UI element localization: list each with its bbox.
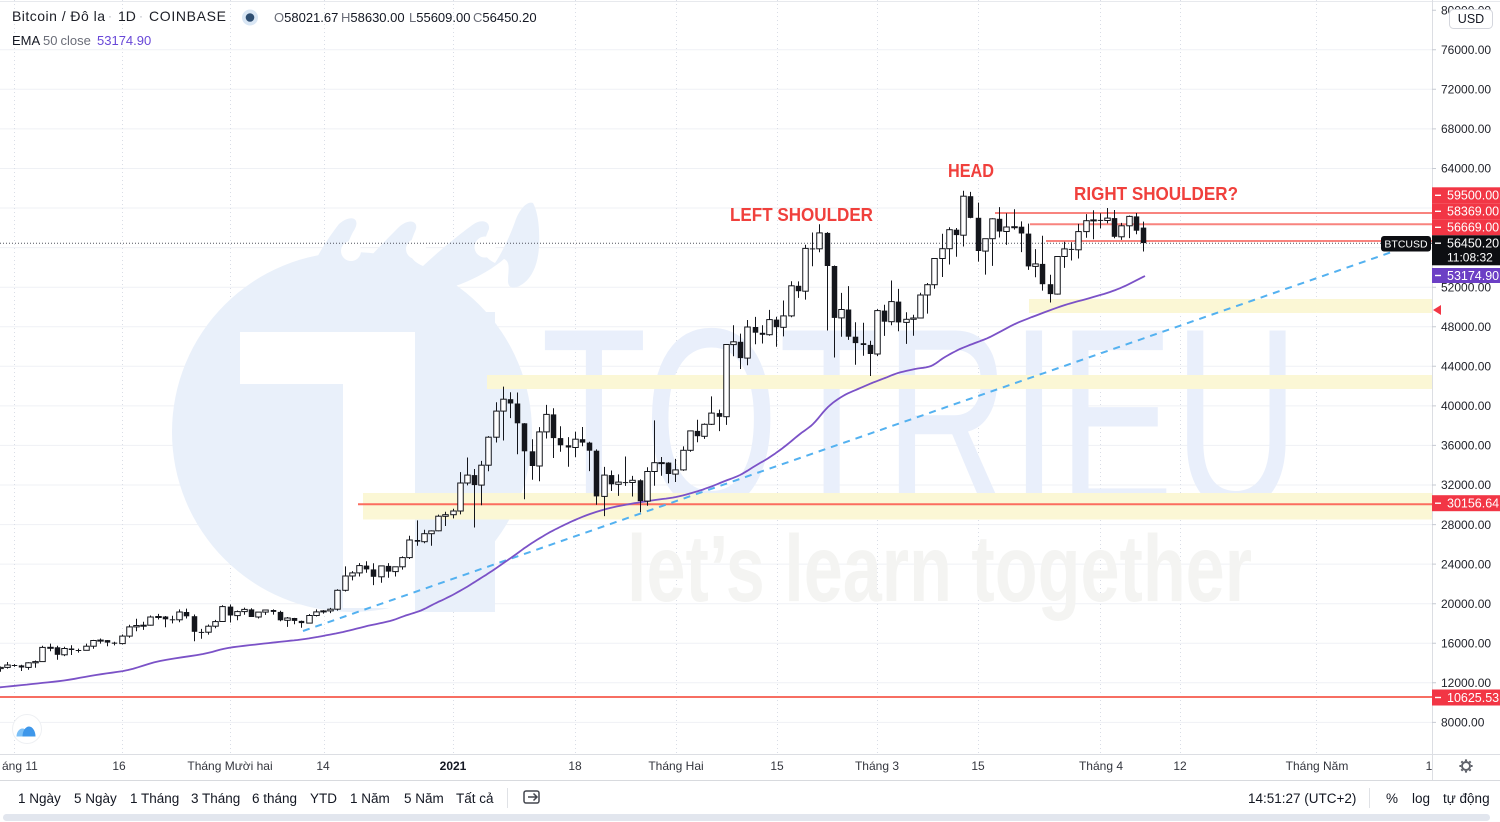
svg-text:let’s learn together: let’s learn together (627, 516, 1252, 622)
svg-text:28000.00: 28000.00 (1441, 518, 1491, 532)
svg-text:32000.00: 32000.00 (1441, 478, 1491, 492)
svg-text:59500.00: 59500.00 (1447, 189, 1499, 203)
svg-text:12: 12 (1173, 759, 1187, 773)
svg-text:2021: 2021 (440, 759, 467, 773)
svg-text:YTD: YTD (310, 791, 337, 806)
svg-text:72000.00: 72000.00 (1441, 83, 1491, 97)
svg-text:16: 16 (112, 759, 126, 773)
svg-text:24000.00: 24000.00 (1441, 557, 1491, 571)
svg-text:14:51:27 (UTC+2): 14:51:27 (UTC+2) (1248, 791, 1356, 806)
svg-text:36000.00: 36000.00 (1441, 439, 1491, 453)
svg-text:RIGHT SHOULDER?: RIGHT SHOULDER? (1074, 184, 1238, 204)
svg-text:Tất cả: Tất cả (456, 791, 494, 806)
svg-text:log: log (1412, 791, 1430, 806)
svg-text:·: · (108, 9, 112, 23)
svg-text:tự động: tự động (1443, 791, 1490, 806)
svg-text:18: 18 (568, 759, 582, 773)
svg-text:LEFT SHOULDER: LEFT SHOULDER (730, 205, 873, 225)
svg-text:68000.00: 68000.00 (1441, 122, 1491, 136)
svg-text:15: 15 (971, 759, 985, 773)
svg-text:Tháng 4: Tháng 4 (1079, 759, 1123, 773)
svg-text:COINBASE: COINBASE (149, 8, 226, 24)
svg-text:1D: 1D (118, 8, 136, 24)
svg-text:44000.00: 44000.00 (1441, 359, 1491, 373)
svg-text:Tháng Mười hai: Tháng Mười hai (187, 759, 272, 773)
svg-text:Tháng 3: Tháng 3 (855, 759, 899, 773)
svg-text:76000.00: 76000.00 (1441, 43, 1491, 57)
svg-text:52000.00: 52000.00 (1441, 280, 1491, 294)
svg-text:%: % (1386, 791, 1398, 806)
svg-text:·: · (139, 9, 143, 23)
svg-text:áng 11: áng 11 (2, 759, 38, 773)
svg-text:11:08:32: 11:08:32 (1447, 250, 1493, 264)
svg-text:6 tháng: 6 tháng (252, 791, 297, 806)
svg-text:56450.20: 56450.20 (1447, 237, 1499, 251)
svg-text:8000.00: 8000.00 (1441, 716, 1485, 730)
svg-text:12000.00: 12000.00 (1441, 676, 1491, 690)
svg-text:Tháng Hai: Tháng Hai (648, 759, 703, 773)
svg-text:58369.00: 58369.00 (1447, 205, 1499, 219)
svg-text:64000.00: 64000.00 (1441, 162, 1491, 176)
svg-text:10625.53: 10625.53 (1447, 691, 1499, 705)
svg-text:USD: USD (1458, 12, 1484, 26)
svg-text:14: 14 (316, 759, 330, 773)
svg-text:1: 1 (1426, 759, 1433, 773)
svg-text:30156.64: 30156.64 (1447, 497, 1499, 511)
svg-text:Bitcoin / Đô la: Bitcoin / Đô la (12, 8, 105, 24)
svg-text:BTCUSD: BTCUSD (1384, 239, 1428, 251)
svg-text:56669.00: 56669.00 (1447, 221, 1499, 235)
svg-text:1 Năm: 1 Năm (350, 791, 390, 806)
svg-text:3 Tháng: 3 Tháng (191, 791, 240, 806)
svg-text:1 Ngày: 1 Ngày (18, 791, 61, 806)
svg-text:16000.00: 16000.00 (1441, 636, 1491, 650)
svg-text:Tháng Năm: Tháng Năm (1286, 759, 1349, 773)
svg-text:HEAD: HEAD (948, 161, 994, 181)
svg-text:20000.00: 20000.00 (1441, 597, 1491, 611)
svg-text:53174.90: 53174.90 (1447, 269, 1499, 283)
svg-text:15: 15 (770, 759, 784, 773)
svg-text:5 Năm: 5 Năm (404, 791, 444, 806)
svg-text:1 Tháng: 1 Tháng (130, 791, 179, 806)
svg-text:48000.00: 48000.00 (1441, 320, 1491, 334)
svg-text:40000.00: 40000.00 (1441, 399, 1491, 413)
svg-text:5 Ngày: 5 Ngày (74, 791, 117, 806)
